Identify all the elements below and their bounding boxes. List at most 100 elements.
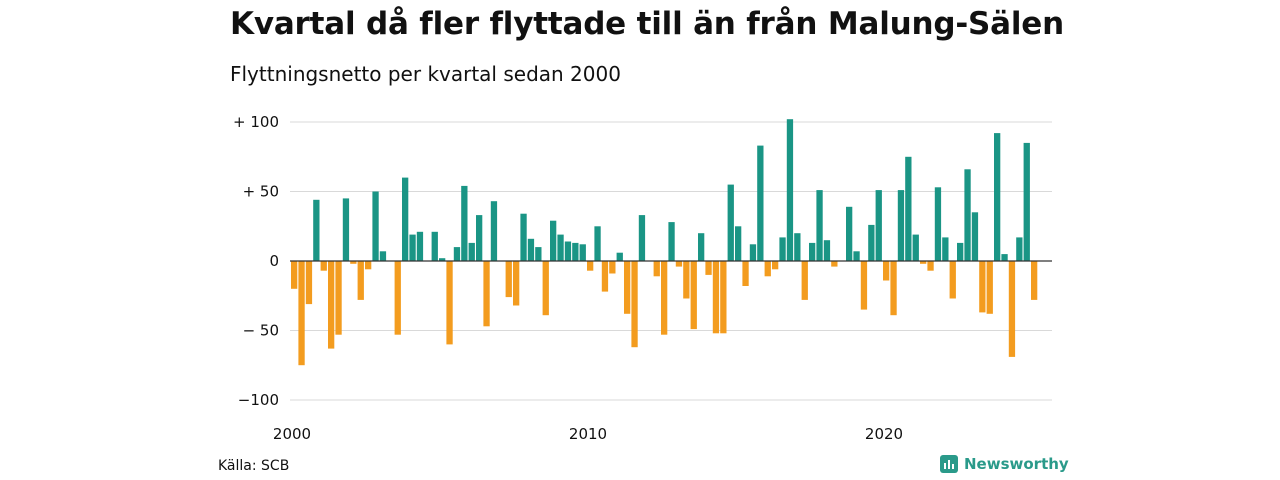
bar-negative	[801, 261, 808, 300]
bar-positive	[735, 226, 742, 262]
y-tick-label: − 50	[243, 322, 279, 340]
bar-positive	[964, 169, 971, 261]
bar-positive	[749, 244, 757, 261]
bar-positive	[342, 198, 350, 261]
bar-positive	[579, 244, 586, 261]
bar-negative	[890, 261, 897, 316]
bar-positive	[461, 185, 468, 261]
y-tick-label: + 100	[233, 113, 279, 131]
bar-negative	[305, 261, 313, 305]
bar-positive	[490, 201, 498, 261]
bar-positive	[594, 226, 601, 262]
bar-positive	[897, 190, 905, 261]
bar-negative	[320, 261, 327, 271]
bar-positive	[957, 242, 964, 261]
bar-positive	[905, 156, 912, 261]
bar-positive	[994, 133, 1001, 261]
bar-negative	[394, 261, 401, 335]
bar-negative	[979, 261, 986, 313]
y-axis-ticks: + 100 + 50 0 − 50 −100	[233, 113, 279, 409]
bar-positive	[372, 191, 379, 261]
bar-positive	[1023, 142, 1030, 261]
bar-negative	[1008, 261, 1016, 357]
x-tick-label: 2010	[569, 425, 607, 443]
bar-negative	[986, 261, 993, 314]
bar-negative	[860, 261, 868, 310]
bar-positive	[668, 222, 675, 261]
bar-positive	[313, 199, 320, 261]
bar-positive	[912, 234, 919, 261]
bar-positive	[379, 251, 387, 261]
x-axis-ticks: 2000 2010 2020	[273, 425, 903, 443]
bar-positive	[727, 184, 734, 261]
bar-negative	[705, 261, 712, 275]
brand-logo: Newsworthy	[940, 455, 1069, 473]
bar-negative	[742, 261, 749, 286]
bar-positive	[757, 145, 764, 261]
bar-negative	[446, 261, 453, 345]
bar-negative	[772, 261, 779, 270]
bar-negative	[720, 261, 727, 334]
bar-negative	[653, 261, 660, 277]
bar-positive	[934, 187, 942, 261]
bar-negative	[690, 261, 697, 330]
newsworthy-logo-icon	[940, 455, 958, 473]
bar-positive	[453, 247, 461, 261]
bar-negative	[883, 261, 890, 281]
bar-positive	[572, 242, 579, 261]
bar-positive	[409, 234, 416, 261]
bar-positive	[550, 220, 557, 261]
bar-positive	[786, 119, 794, 261]
bar-positive	[431, 231, 438, 261]
bar-negative	[831, 261, 838, 267]
brand-name: Newsworthy	[964, 455, 1069, 473]
bar-positive	[868, 224, 875, 261]
bar-negative	[624, 261, 631, 314]
bar-positive	[823, 240, 831, 261]
bar-positive	[942, 237, 949, 261]
y-tick-label: −100	[238, 391, 279, 409]
bar-series	[291, 119, 1038, 366]
bar-negative	[631, 261, 638, 348]
x-tick-label: 2000	[273, 425, 311, 443]
bar-negative	[675, 261, 683, 267]
bar-positive	[520, 213, 527, 261]
bar-negative	[661, 261, 668, 335]
bar-negative	[505, 261, 512, 298]
bar-positive	[698, 233, 705, 261]
bar-positive	[638, 215, 646, 261]
x-tick-label: 2020	[865, 425, 903, 443]
bar-negative	[683, 261, 690, 299]
bar-positive	[616, 252, 623, 261]
bar-negative	[298, 261, 305, 366]
bar-positive	[809, 242, 816, 261]
bar-negative	[1031, 261, 1038, 300]
bar-positive	[794, 233, 801, 261]
bar-negative	[335, 261, 342, 335]
bar-negative	[513, 261, 520, 306]
bar-negative	[764, 261, 771, 277]
bar-negative	[609, 261, 616, 274]
bar-positive	[439, 258, 446, 261]
chart-subtitle: Flyttningsnetto per kvartal sedan 2000	[230, 62, 621, 86]
bar-positive	[1001, 254, 1008, 261]
bar-negative	[712, 261, 720, 334]
bar-positive	[853, 251, 860, 261]
bar-negative	[357, 261, 364, 300]
bar-negative	[920, 261, 927, 264]
bar-positive	[971, 212, 979, 261]
bar-negative	[291, 261, 298, 289]
chart-title: Kvartal då fler flyttade till än från Ma…	[230, 6, 1064, 42]
bar-negative	[927, 261, 934, 271]
source-note: Källa: SCB	[218, 458, 290, 474]
bar-positive	[1016, 237, 1023, 261]
y-tick-label: 0	[269, 252, 279, 270]
bar-positive	[535, 247, 542, 261]
bar-negative	[350, 261, 357, 264]
bar-positive	[557, 234, 564, 261]
bar-negative	[601, 261, 609, 292]
bar-positive	[564, 241, 572, 261]
bar-positive	[527, 238, 535, 261]
bar-negative	[483, 261, 490, 327]
